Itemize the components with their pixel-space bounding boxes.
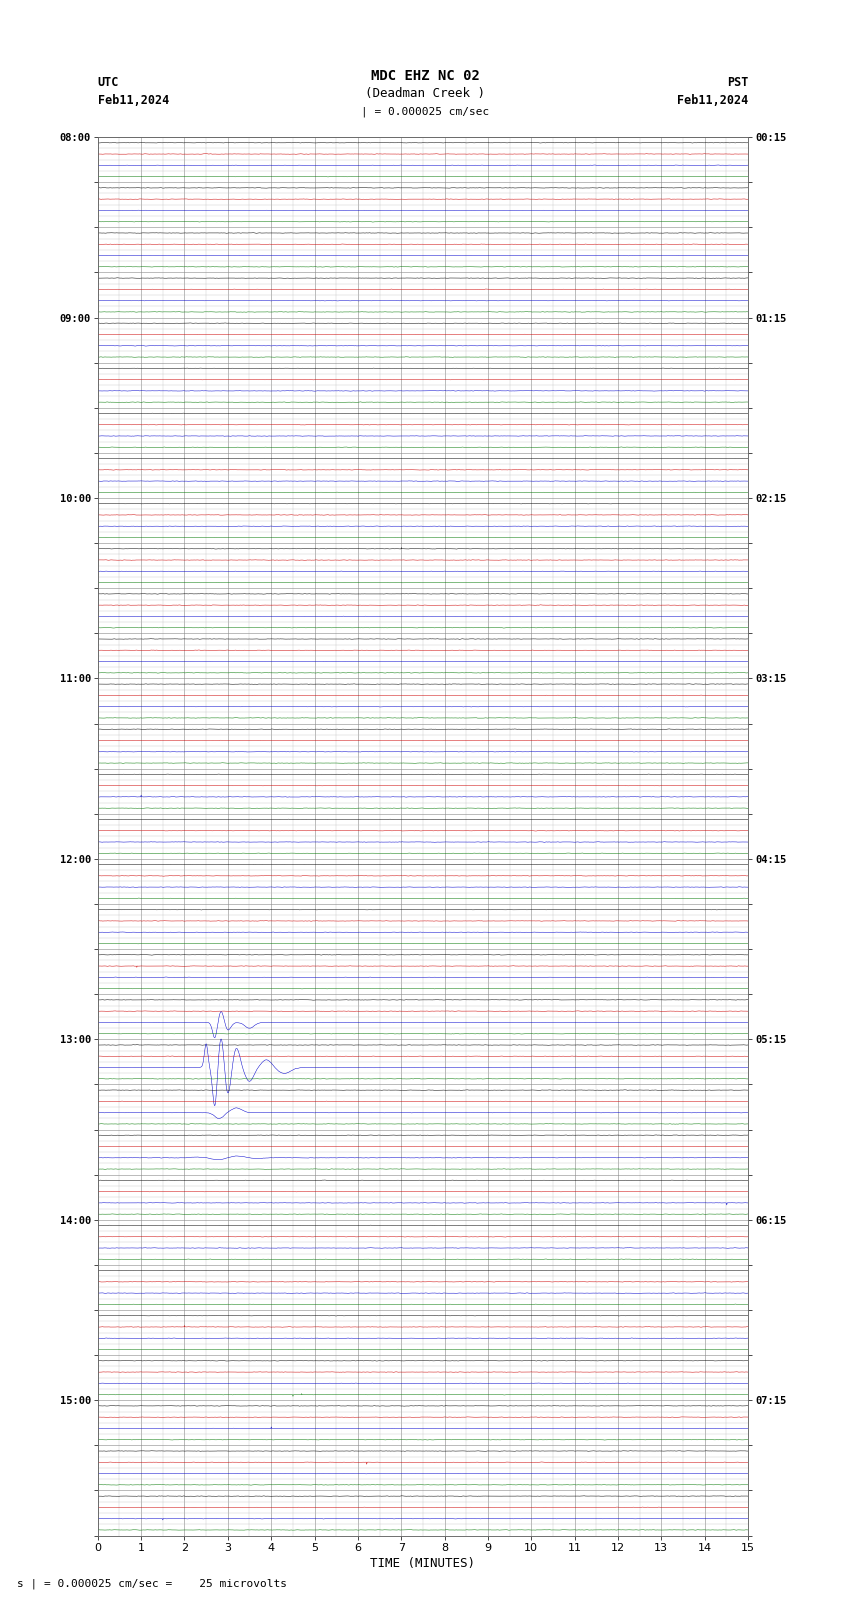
Text: Feb11,2024: Feb11,2024 — [677, 94, 748, 106]
X-axis label: TIME (MINUTES): TIME (MINUTES) — [371, 1557, 475, 1569]
Text: s | = 0.000025 cm/sec =    25 microvolts: s | = 0.000025 cm/sec = 25 microvolts — [17, 1579, 287, 1589]
Text: (Deadman Creek ): (Deadman Creek ) — [365, 87, 485, 100]
Text: PST: PST — [727, 76, 748, 89]
Text: | = 0.000025 cm/sec: | = 0.000025 cm/sec — [361, 106, 489, 116]
Text: Feb11,2024: Feb11,2024 — [98, 94, 169, 106]
Text: UTC: UTC — [98, 76, 119, 89]
Text: MDC EHZ NC 02: MDC EHZ NC 02 — [371, 69, 479, 82]
